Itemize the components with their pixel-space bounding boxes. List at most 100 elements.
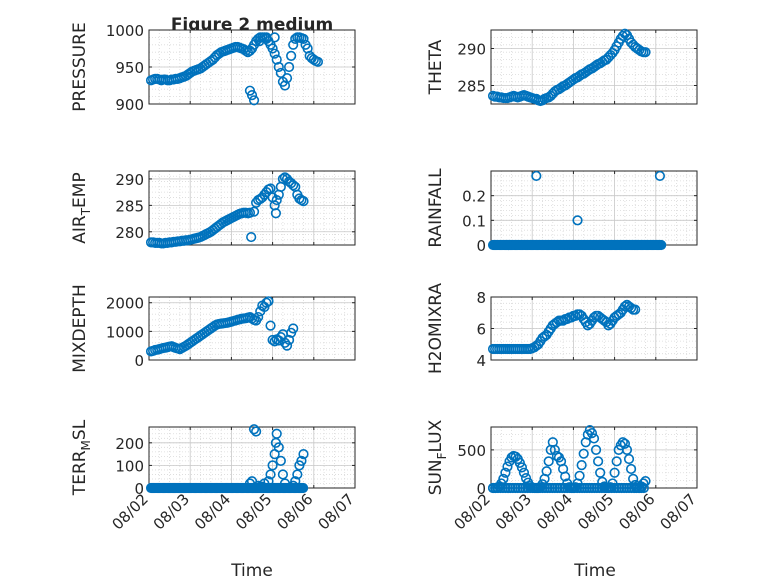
y-axis-label-main: SUN bbox=[426, 459, 446, 495]
data-point bbox=[621, 444, 633, 455]
panel-terr_msl: 0 100 200 TERRMSL 08/0208/0308/0408/0508/060… bbox=[70, 419, 358, 533]
data-point bbox=[271, 428, 282, 439]
data-point bbox=[518, 467, 530, 478]
x-tick-label: 08/06 bbox=[273, 490, 316, 533]
data-point bbox=[244, 207, 256, 218]
y-tick-label: 0 bbox=[476, 237, 486, 255]
data-point bbox=[271, 194, 282, 206]
data-point bbox=[267, 43, 278, 54]
y-tick-label: 900 bbox=[115, 96, 144, 114]
panel-rainfall: 0 0.1 0.2 RAINFALL bbox=[426, 168, 698, 255]
data-point bbox=[630, 304, 641, 315]
y-tick-label: 290 bbox=[457, 41, 486, 59]
y-axis-label-sun_flux: SUNFLUX bbox=[426, 419, 449, 495]
y-tick-label: 200 bbox=[115, 435, 144, 453]
y-tick-label: 1000 bbox=[106, 22, 144, 40]
data-point bbox=[625, 463, 637, 475]
data-point bbox=[593, 456, 604, 467]
series-sun_flux bbox=[487, 424, 651, 494]
data-point bbox=[500, 467, 511, 478]
series-pressure bbox=[145, 32, 324, 106]
data-point bbox=[531, 170, 542, 182]
data-point bbox=[619, 438, 631, 449]
x-tick-label: 08/04 bbox=[533, 490, 576, 533]
x-tick-label: 08/03 bbox=[492, 490, 535, 533]
x-axis-label-left: Time bbox=[230, 561, 273, 581]
data-point bbox=[502, 461, 513, 472]
data-point bbox=[263, 296, 274, 307]
data-point bbox=[269, 32, 280, 43]
data-point bbox=[543, 456, 554, 467]
x-tick-label: 08/07 bbox=[657, 490, 700, 533]
axes-box-theta bbox=[490, 29, 698, 105]
y-axis-label-suffix: SL bbox=[70, 419, 90, 440]
y-axis-label-main: H2OMIXRA bbox=[426, 283, 446, 374]
x-tick-label: 08/05 bbox=[232, 490, 275, 533]
data-point bbox=[273, 442, 284, 453]
data-point bbox=[578, 448, 589, 459]
x-tick-label: 08/07 bbox=[315, 490, 358, 533]
data-point bbox=[298, 449, 309, 460]
y-tick-label: 500 bbox=[457, 442, 486, 460]
y-tick-label: 2000 bbox=[106, 295, 144, 313]
panel-h2omixra: 4 6 8 H2OMIXRA bbox=[426, 283, 698, 374]
y-axis-label-main: PRESSURE bbox=[70, 22, 90, 111]
series-air_temp bbox=[145, 172, 309, 249]
y-axis-label-terr_msl: TERRMSL bbox=[70, 419, 93, 496]
data-point bbox=[574, 470, 585, 481]
axes-box-air_temp bbox=[148, 170, 356, 246]
x-tick-label: 08/04 bbox=[191, 490, 234, 533]
data-point bbox=[296, 455, 307, 466]
y-axis-label-rainfall: RAINFALL bbox=[426, 168, 446, 248]
data-point bbox=[288, 323, 299, 334]
data-point bbox=[273, 61, 284, 73]
data-point bbox=[588, 433, 600, 444]
y-tick-label: 6 bbox=[476, 321, 486, 339]
x-tick-label: 08/05 bbox=[574, 490, 617, 533]
y-axis-label-mixdepth: MIXDEPTH bbox=[70, 284, 90, 373]
data-point bbox=[586, 428, 598, 439]
data-point bbox=[590, 444, 602, 455]
y-tick-label: 0 bbox=[476, 480, 486, 498]
data-point bbox=[265, 320, 276, 331]
data-point bbox=[288, 39, 299, 50]
data-point bbox=[281, 72, 293, 84]
data-point bbox=[298, 196, 309, 207]
axes-box-mixdepth bbox=[148, 296, 356, 361]
data-point bbox=[611, 456, 622, 467]
data-point bbox=[261, 297, 272, 308]
y-axis-label-main: MIXDEPTH bbox=[70, 284, 90, 373]
y-axis-label-main: TERR bbox=[70, 450, 90, 496]
data-point bbox=[275, 455, 286, 466]
data-point bbox=[312, 56, 324, 67]
data-point bbox=[297, 482, 309, 494]
panel-air_temp: 280 285 290 AIRTEMP bbox=[70, 170, 356, 249]
y-tick-label: 285 bbox=[115, 197, 144, 215]
data-point bbox=[654, 170, 666, 182]
data-point bbox=[560, 471, 571, 482]
y-tick-label: 100 bbox=[115, 457, 144, 475]
y-tick-label: 1000 bbox=[106, 323, 144, 341]
data-point bbox=[576, 460, 587, 471]
data-point bbox=[623, 453, 635, 465]
y-tick-label: 8 bbox=[476, 289, 486, 307]
y-tick-label: 0.2 bbox=[462, 188, 486, 206]
data-point bbox=[595, 467, 606, 478]
y-tick-label: 950 bbox=[115, 59, 144, 77]
data-point bbox=[281, 340, 293, 351]
data-point bbox=[267, 460, 278, 471]
data-point bbox=[283, 61, 295, 73]
data-point bbox=[617, 30, 628, 42]
data-point bbox=[298, 33, 309, 44]
y-axis-label-subscript: M bbox=[79, 440, 93, 450]
data-point bbox=[277, 173, 289, 185]
panel-theta: 285 290 THETA bbox=[426, 28, 698, 107]
series-terr_msl bbox=[145, 424, 309, 494]
series-rainfall bbox=[487, 170, 667, 251]
data-point bbox=[572, 215, 583, 226]
y-tick-label: 0 bbox=[134, 352, 144, 370]
y-axis-label-pressure: PRESSURE bbox=[70, 22, 90, 111]
series-h2omixra bbox=[487, 299, 641, 355]
data-point bbox=[246, 90, 258, 101]
data-point bbox=[251, 426, 262, 437]
